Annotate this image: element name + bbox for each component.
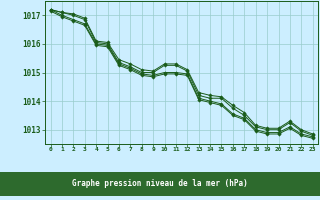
Text: Graphe pression niveau de la mer (hPa): Graphe pression niveau de la mer (hPa)	[72, 180, 248, 188]
